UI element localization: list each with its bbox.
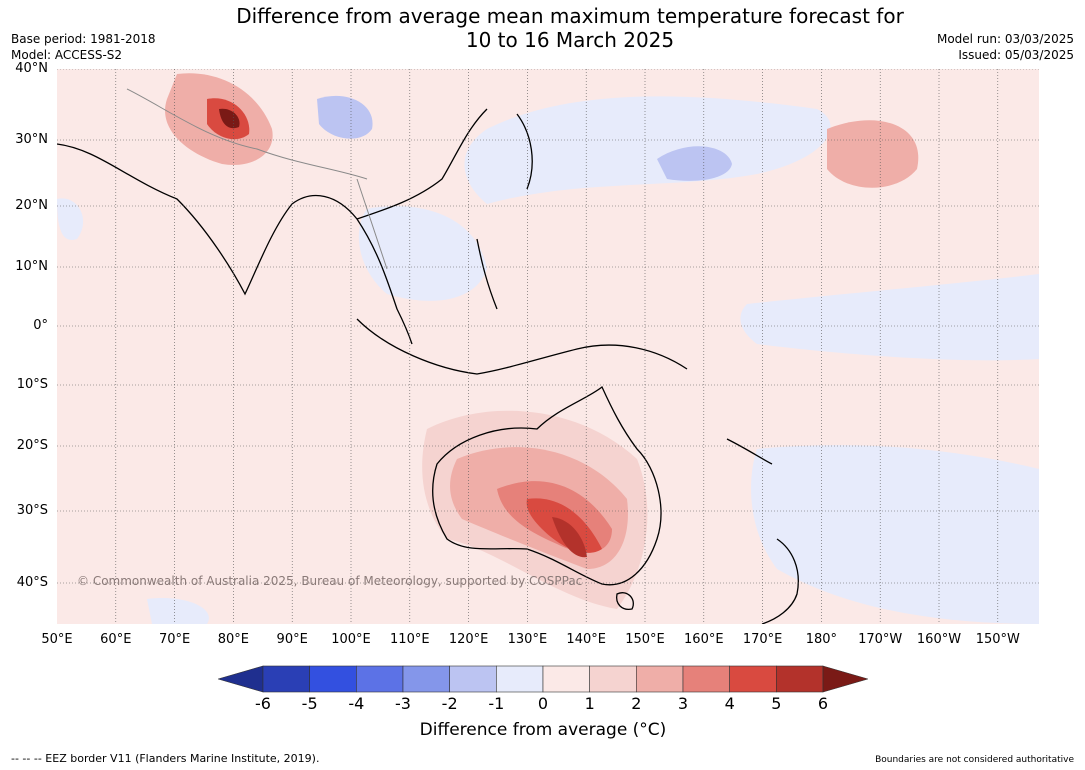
colorbar-tick-label: 4	[724, 694, 735, 713]
model-name: Model: ACCESS-S2	[11, 48, 123, 62]
latitude-label: 10°N	[15, 259, 48, 274]
longitude-label: 150°E	[625, 632, 665, 647]
colorbar-segment	[682, 665, 730, 693]
map-canvas	[57, 69, 1039, 624]
run-info: Model run: 03/03/2025 Issued: 05/03/2025	[937, 31, 1074, 63]
colorbar-tick-label: 1	[584, 694, 595, 713]
issued-date: Issued: 05/03/2025	[958, 48, 1074, 62]
colorbar-segment	[542, 665, 590, 693]
latitude-label: 30°S	[16, 503, 48, 518]
coast-australia	[432, 385, 662, 586]
longitude-label: 120°E	[448, 632, 489, 647]
cool-region-arabia	[57, 198, 84, 240]
cool-region-south-pacific	[751, 445, 1039, 624]
colorbar-segment	[262, 665, 310, 693]
coast-japan	[516, 113, 533, 190]
colorbar-tick-label: -5	[301, 694, 318, 713]
longitude-label: 150°W	[975, 632, 1020, 647]
model-run: Model run: 03/03/2025	[936, 32, 1074, 46]
graticule	[57, 69, 1039, 624]
colorbar-tick-label: 5	[771, 694, 782, 713]
cool-region-south-china-sea	[358, 206, 487, 301]
colorbar-segment	[589, 665, 637, 693]
colorbar-tick-label: 3	[677, 694, 689, 713]
colorbar-tick-label: -1	[488, 694, 505, 713]
colorbar-segment	[776, 665, 824, 693]
colorbar-tick-label: 6	[817, 694, 829, 713]
longitude-label: 100°E	[331, 632, 371, 647]
longitude-label: 180°	[805, 632, 838, 647]
longitude-label: 140°E	[566, 632, 606, 647]
forecast-map[interactable]	[57, 69, 1039, 624]
border-himalaya	[126, 88, 368, 180]
title-line-2: 10 to 16 March 2025	[465, 28, 675, 52]
latitude-label: 30°N	[15, 132, 48, 147]
colorbar-segment	[402, 665, 450, 693]
longitude-label: 170°W	[858, 632, 903, 647]
latitude-label: 0°	[33, 318, 48, 333]
latitude-label: 10°S	[16, 377, 48, 392]
map-title: Difference from average mean maximum tem…	[0, 4, 1085, 52]
latitude-label: 20°N	[15, 198, 48, 213]
colorbar-tick-label: -4	[348, 694, 365, 713]
coast-new-zealand	[761, 538, 799, 624]
cool-region-north-pacific	[464, 96, 831, 204]
copyright-notice: © Commonwealth of Australia 2025, Bureau…	[77, 574, 583, 588]
colorbar-extend-low	[218, 665, 264, 693]
longitude-label: 70°E	[158, 632, 191, 647]
colorbar-segment	[636, 665, 684, 693]
coast-tasmania	[616, 592, 634, 610]
latitude-label: 40°S	[16, 575, 48, 590]
latitude-label: 20°S	[16, 438, 48, 453]
colorbar-tick-label: 2	[631, 694, 642, 713]
country-borders	[126, 88, 388, 270]
longitude-label: 160°W	[916, 632, 962, 647]
colorbar-tick-label: 0	[537, 694, 549, 713]
base-period: Base period: 1981-2018	[11, 32, 156, 46]
coast-new-caledonia	[726, 438, 773, 465]
longitude-label: 170°E	[742, 632, 783, 647]
longitude-label: 130°E	[507, 632, 548, 647]
colorbar-extend-high	[822, 665, 868, 693]
colorbar-segment	[729, 665, 777, 693]
eez-legend: -- -- -- EEZ border V11 (Flanders Marine…	[11, 752, 320, 765]
longitude-label: 90°E	[276, 632, 308, 647]
longitude-label: 110°E	[390, 632, 430, 647]
boundaries-disclaimer: Boundaries are not considered authoritat…	[875, 755, 1074, 765]
latitude-label: 40°N	[15, 61, 48, 76]
cool-region-indian-ocean	[147, 598, 209, 624]
coast-philippines	[476, 238, 498, 310]
warm-peak-himalaya	[219, 108, 240, 129]
cool-core-north-pacific	[657, 146, 732, 181]
longitude-label: 60°E	[100, 632, 132, 647]
coast-china-east	[356, 108, 488, 220]
colorbar-segment	[496, 665, 544, 693]
cool-region-equatorial-pacific	[740, 274, 1039, 361]
longitude-label: 160°E	[684, 632, 724, 647]
color-scale-bar	[218, 665, 868, 693]
coast-asia-south	[57, 143, 413, 345]
title-line-1: Difference from average mean maximum tem…	[236, 4, 904, 28]
colorbar-tick-label: -3	[395, 694, 411, 713]
model-info: Base period: 1981-2018 Model: ACCESS-S2	[11, 31, 156, 63]
warm-region-north-pacific	[827, 120, 919, 188]
color-scale-label: Difference from average (°C)	[419, 720, 667, 740]
border-indochina	[356, 178, 388, 270]
colorbar-tick-label: -6	[255, 694, 271, 713]
cool-region-tibet	[317, 95, 373, 139]
longitude-label: 50°E	[41, 632, 73, 647]
warm-peak-australia	[552, 517, 587, 558]
colorbar-segment	[449, 665, 497, 693]
colorbar-tick-label: -2	[441, 694, 458, 713]
colorbar-segment	[356, 665, 404, 693]
colorbar-segment	[309, 665, 357, 693]
longitude-label: 80°E	[217, 632, 250, 647]
